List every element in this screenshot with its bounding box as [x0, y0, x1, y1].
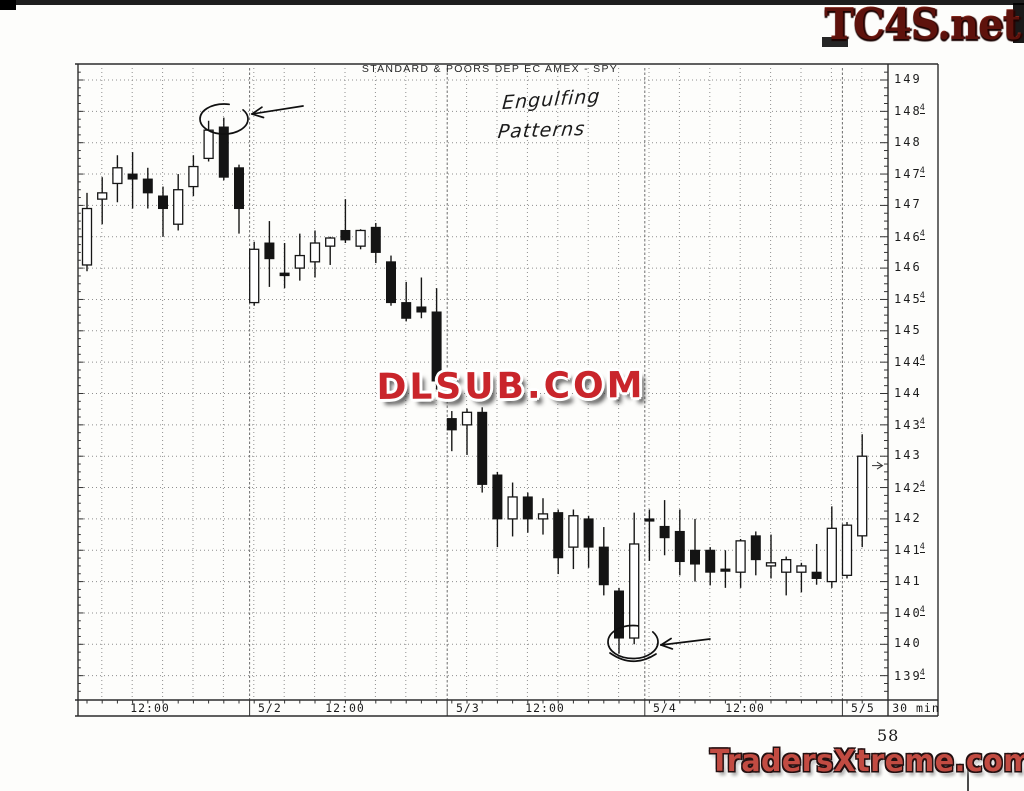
- price-tick-label: 1434: [894, 416, 925, 432]
- price-tick-label: 1414: [894, 542, 925, 558]
- time-axis-label: 12:00: [325, 701, 365, 715]
- scan-artifact-top-strip: [0, 0, 1024, 5]
- tradersxtreme-logo: TradersXtreme.com: [710, 744, 1024, 779]
- price-tick-label: 147: [894, 197, 922, 212]
- price-tick-label: 1424: [894, 479, 925, 495]
- price-tick-label: 140: [894, 636, 922, 651]
- price-tick-label: 148: [894, 134, 922, 149]
- time-axis-label: 5/2: [258, 701, 282, 715]
- scan-artifact-line: [967, 770, 969, 791]
- scan-artifact-blob: [822, 37, 848, 47]
- price-tick-label: 144: [894, 385, 922, 400]
- price-tick-label: 1394: [894, 667, 925, 683]
- chart-title: STANDARD & POORS DEP EC AMEX - SPY: [361, 63, 619, 75]
- price-tick-label: 149: [894, 72, 922, 86]
- scan-artifact-corner: [0, 0, 16, 10]
- price-tick-label: 145: [894, 322, 922, 337]
- circle-swirl: [609, 652, 657, 663]
- price-tick-label: 143: [894, 448, 922, 463]
- engulfing-circle: [199, 103, 249, 135]
- time-axis-label: 5/5: [851, 701, 875, 715]
- time-axis-label: 5/4: [653, 701, 677, 715]
- engulfing-circle: [607, 624, 659, 660]
- annotation-arrow: [660, 638, 711, 646]
- price-tick-label: 1454: [894, 291, 925, 307]
- price-tick-label: 1464: [894, 228, 925, 244]
- watermark-dlsub: DLSUB.COM: [376, 365, 646, 408]
- tc4s-logo: TC4S.net: [824, 0, 1021, 49]
- price-tick-label: 1444: [894, 354, 925, 370]
- scan-artifact-edge: [1013, 3, 1024, 43]
- time-axis-label: 12:00: [130, 701, 170, 715]
- time-axis-label: 12:00: [525, 701, 565, 715]
- price-tick-label: 1474: [894, 166, 925, 182]
- page-number: 58: [877, 726, 900, 745]
- price-tick-label: 141: [894, 573, 922, 588]
- price-tick-label: 146: [894, 260, 922, 275]
- price-tick-label: 1404: [894, 604, 925, 620]
- annotation-arrow: [251, 105, 304, 115]
- handwritten-annotation-line2: Patterns: [496, 117, 587, 144]
- price-tick-label: 1484: [894, 103, 925, 119]
- time-axis-label: 5/3: [456, 701, 480, 715]
- price-tick-label: 142: [894, 510, 922, 525]
- time-axis-label: 12:00: [725, 701, 765, 715]
- time-axis-label: 30 min: [892, 701, 940, 715]
